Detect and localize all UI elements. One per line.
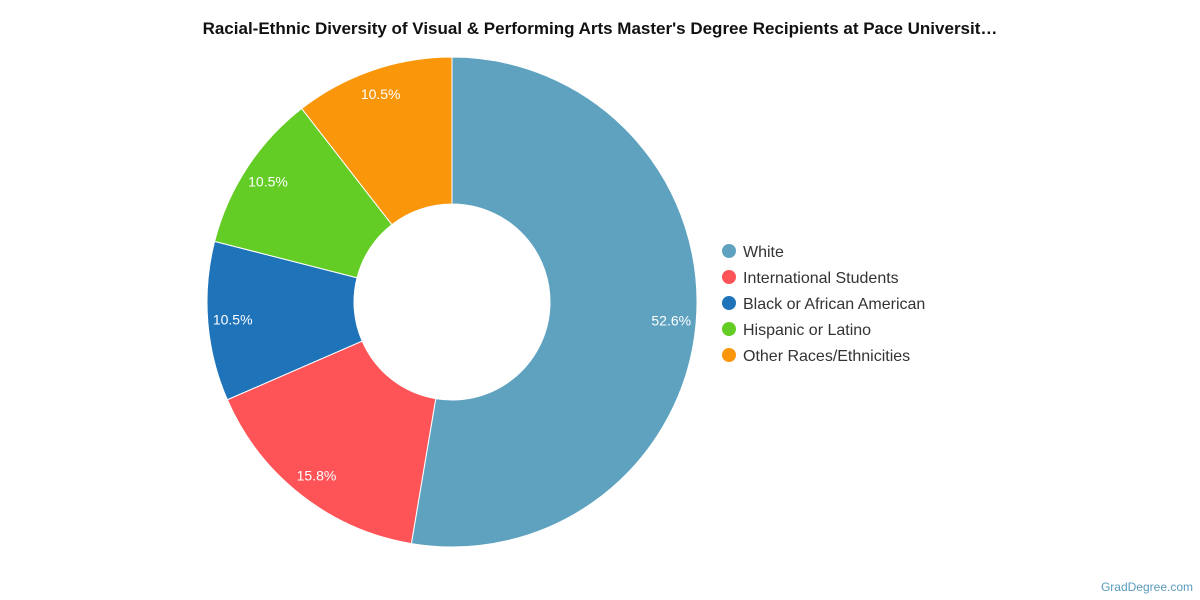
legend-swatch-white: [722, 244, 736, 258]
chart-title: Racial-Ethnic Diversity of Visual & Perf…: [203, 19, 998, 38]
slice-other-races-ethnicities: [301, 56, 453, 226]
slice-label-black-or-african-american: 10.5%: [213, 312, 253, 328]
slice-international-students: [226, 340, 437, 545]
legend-swatch-black-or-african-american: [722, 296, 736, 310]
slice-labels: 52.6% 15.8% 10.5% 10.5% 10.5%: [213, 86, 691, 483]
legend-label-hispanic-or-latino: Hispanic or Latino: [743, 322, 871, 339]
legend-label-white: White: [743, 244, 784, 261]
legend-label-other-races-ethnicities: Other Races/Ethnicities: [743, 348, 910, 365]
slice-label-white: 52.6%: [651, 312, 691, 328]
slice-white: [410, 56, 698, 548]
slice-label-other-races-ethnicities: 10.5%: [361, 86, 401, 102]
slice-label-international-students: 15.8%: [297, 467, 337, 483]
legend-swatch-other-races-ethnicities: [722, 348, 736, 362]
slice-hispanic-or-latino: [214, 107, 393, 279]
watermark: GradDegree.com: [1101, 580, 1193, 594]
pie-slices: [206, 56, 698, 548]
legend: White International Students Black or Afri…: [722, 244, 925, 365]
legend-label-international-students: International Students: [743, 270, 899, 287]
slice-label-hispanic-or-latino: 10.5%: [248, 173, 288, 189]
slice-black-or-african-american: [206, 240, 363, 401]
legend-swatch-international-students: [722, 270, 736, 284]
legend-swatch-hispanic-or-latino: [722, 322, 736, 336]
legend-label-black-or-african-american: Black or African American: [743, 296, 925, 313]
